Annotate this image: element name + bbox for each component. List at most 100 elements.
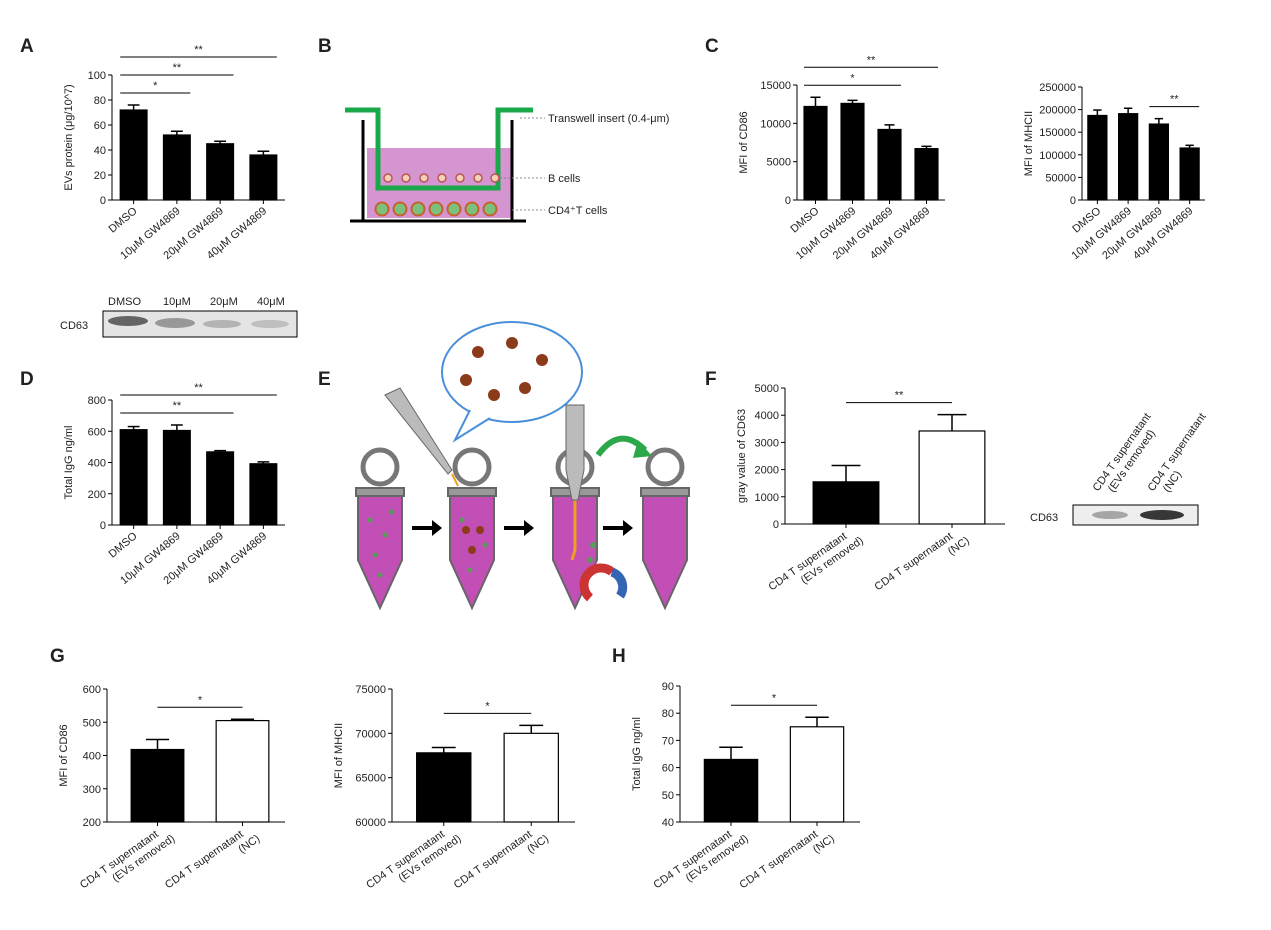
- y-axis-label: Total IgG ng/ml: [631, 717, 643, 791]
- bar: [1087, 114, 1108, 201]
- y-tick-label: 2000: [755, 465, 779, 477]
- blot-band: [251, 320, 289, 328]
- panel-label: G: [50, 646, 65, 667]
- error-bar: [214, 449, 227, 452]
- y-tick-label: 150000: [1039, 127, 1076, 139]
- pipettes: [384, 387, 585, 501]
- panel-label: F: [705, 369, 717, 390]
- significance-label: *: [850, 72, 855, 84]
- y-tick-label: 20: [94, 170, 106, 182]
- significance-label: **: [867, 54, 876, 66]
- error-bar: [170, 424, 183, 431]
- diagram-b: Transwell insert (0.4-μm) B cells CD4⁺T …: [345, 107, 669, 223]
- beads: [460, 337, 548, 401]
- y-tick-label: 100: [88, 70, 106, 82]
- bar: [1117, 113, 1139, 201]
- blot-lane-label: 40μM: [257, 296, 285, 308]
- y-tick-label: 10000: [760, 118, 791, 130]
- diagram-e: [355, 321, 690, 611]
- significance-label: **: [173, 62, 182, 74]
- y-tick-label: 75000: [355, 684, 386, 696]
- bar: [215, 719, 270, 823]
- y-axis-label: Total IgG ng/ml: [63, 426, 75, 500]
- y-tick-label: 50: [662, 790, 674, 802]
- error-bar: [1093, 109, 1102, 116]
- y-tick-label: 5000: [755, 383, 779, 395]
- bar: [812, 481, 880, 525]
- significance-label: *: [485, 700, 490, 712]
- bar: [249, 154, 278, 201]
- y-axis-label: MFI of CD86: [58, 724, 70, 786]
- y-tick-label: 4000: [755, 410, 779, 422]
- y-tick-label: 65000: [355, 773, 386, 785]
- b-cells: [383, 173, 500, 183]
- tip: [570, 500, 577, 561]
- transwell-insert: [345, 107, 533, 191]
- y-tick-label: 0: [1070, 195, 1076, 207]
- bar: [789, 726, 845, 823]
- y-tick-label: 600: [83, 684, 101, 696]
- tube-bodies: [355, 487, 690, 611]
- blot-band: [108, 316, 148, 326]
- significance-label: **: [173, 400, 182, 412]
- y-tick-label: 500: [83, 717, 101, 729]
- y-tick-label: 300: [83, 784, 101, 796]
- blot-band: [203, 320, 241, 328]
- y-tick-label: 70: [662, 735, 674, 747]
- error-bar: [884, 124, 895, 130]
- error-bar: [127, 104, 140, 110]
- significance-label: **: [1170, 94, 1179, 106]
- y-tick-label: 1000: [755, 492, 779, 504]
- y-tick-label: 100000: [1039, 150, 1076, 162]
- blot-f: CD63: [1030, 504, 1199, 526]
- error-bar: [214, 140, 227, 144]
- y-tick-label: 15000: [760, 80, 791, 92]
- tubes: [360, 447, 685, 487]
- panel-label: C: [705, 36, 719, 57]
- y-tick-label: 90: [662, 681, 674, 693]
- bar: [1179, 147, 1200, 201]
- y-axis-label: MFI of CD86: [738, 111, 750, 173]
- error-bar: [831, 464, 861, 482]
- error-bar: [921, 145, 932, 149]
- bar: [119, 109, 148, 201]
- error-bar: [170, 130, 183, 135]
- y-tick-label: 800: [88, 395, 106, 407]
- error-bar: [1123, 107, 1133, 114]
- bar: [416, 752, 472, 823]
- y-tick-label: 0: [100, 195, 106, 207]
- significance-label: **: [194, 382, 203, 394]
- error-bar: [810, 96, 821, 107]
- transfer-arrow-head: [633, 440, 652, 458]
- beads-in-tube: [462, 526, 484, 554]
- bar: [914, 148, 939, 201]
- panel-label: A: [20, 36, 34, 57]
- error-bar: [1154, 117, 1164, 125]
- significance-label: *: [198, 694, 203, 706]
- panel-label: E: [318, 369, 331, 390]
- blot-lane-label: 20μM: [210, 296, 238, 308]
- bar: [119, 429, 148, 526]
- significance-label: *: [772, 692, 777, 704]
- bar: [162, 134, 191, 201]
- error-bar: [257, 150, 270, 155]
- y-tick-label: 40: [94, 145, 106, 157]
- error-bar: [431, 746, 456, 753]
- y-tick-label: 400: [83, 751, 101, 763]
- y-tick-label: 0: [785, 195, 791, 207]
- y-tick-label: 60: [662, 763, 674, 775]
- y-tick-label: 400: [88, 458, 106, 470]
- y-tick-label: 5000: [767, 157, 791, 169]
- y-axis-label: MFI of MHCII: [333, 723, 345, 788]
- error-bar: [847, 99, 858, 104]
- diagram-label: CD4⁺T cells: [548, 205, 608, 217]
- error-bar: [519, 724, 544, 734]
- bar: [703, 758, 759, 823]
- t-cells: [374, 201, 498, 217]
- panel-label: D: [20, 369, 34, 390]
- bar: [249, 463, 278, 526]
- y-tick-label: 200: [83, 817, 101, 829]
- bar: [877, 128, 902, 201]
